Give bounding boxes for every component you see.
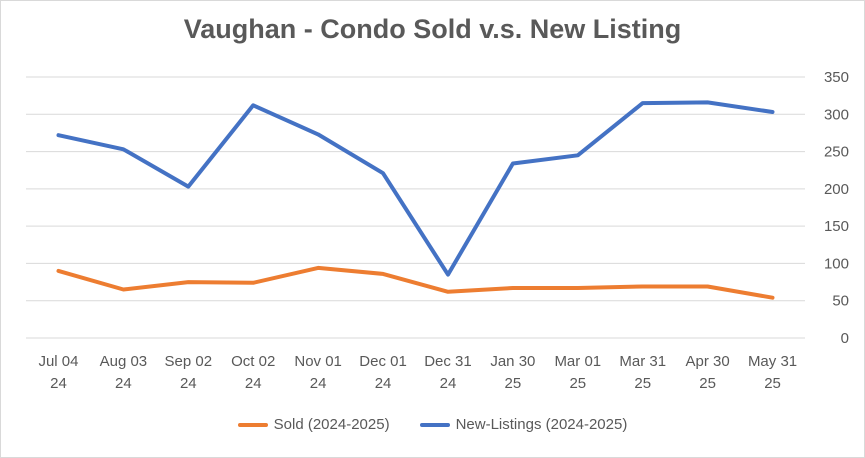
x-tick-label: 25 [569,375,586,392]
x-axis-ticks: Jul 04 24 Aug 03 24 Sep 02 24 Oct 02 24 Nov 01 24… [38,353,797,392]
x-tick-label: 25 [699,375,716,392]
x-tick-label: 24 [245,375,262,392]
x-tick-label: Apr 30 [686,353,730,370]
x-tick-label: 25 [634,375,651,392]
legend-swatch-new-listings [419,422,450,427]
x-tick-label: Aug 03 [100,353,148,370]
y-tick-label: 100 [824,255,849,272]
y-tick-label: 300 [824,106,849,123]
y-axis-ticks: 0 50 100 150 200 250 300 350 [824,69,849,347]
chart-title: Vaughan - Condo Sold v.s. New Listing [183,14,682,44]
gridlines [26,76,805,339]
x-tick-label: 24 [115,375,132,392]
x-tick-label: Mar 01 [554,353,601,370]
x-tick-label: May 31 [748,353,797,370]
x-tick-label: 24 [440,375,457,392]
x-tick-label: Nov 01 [294,353,342,370]
series-lines [56,100,775,300]
x-tick-label: Mar 31 [619,353,666,370]
x-tick-label: Oct 02 [231,353,275,370]
y-tick-label: 150 [824,218,849,235]
y-tick-label: 350 [824,69,849,86]
legend-swatch-sold [237,422,268,427]
x-tick-label: 24 [50,375,67,392]
series-line-sold [56,265,775,300]
y-tick-label: 250 [824,144,849,161]
x-tick-label: 24 [375,375,392,392]
legend-label-sold: Sold (2024-2025) [273,416,390,433]
x-tick-label: 24 [180,375,197,392]
legend-item-new-listings: New-Listings (2024-2025) [419,416,628,433]
legend-label-new-listings: New-Listings (2024-2025) [455,416,628,433]
x-tick-label: Jan 30 [490,353,535,370]
y-tick-label: 50 [832,293,849,310]
x-tick-label: 25 [505,375,522,392]
x-tick-label: Dec 01 [359,353,407,370]
legend-item-sold: Sold (2024-2025) [237,416,390,433]
x-tick-label: Dec 31 [424,353,472,370]
x-tick-label: 25 [764,375,781,392]
series-line-new-listings [56,100,775,277]
x-tick-label: 24 [310,375,327,392]
x-tick-label: Jul 04 [38,353,78,370]
y-tick-label: 0 [841,330,849,347]
y-tick-label: 200 [824,181,849,198]
legend: Sold (2024-2025) New-Listings (2024-2025… [0,416,865,433]
x-tick-label: Sep 02 [165,353,213,370]
